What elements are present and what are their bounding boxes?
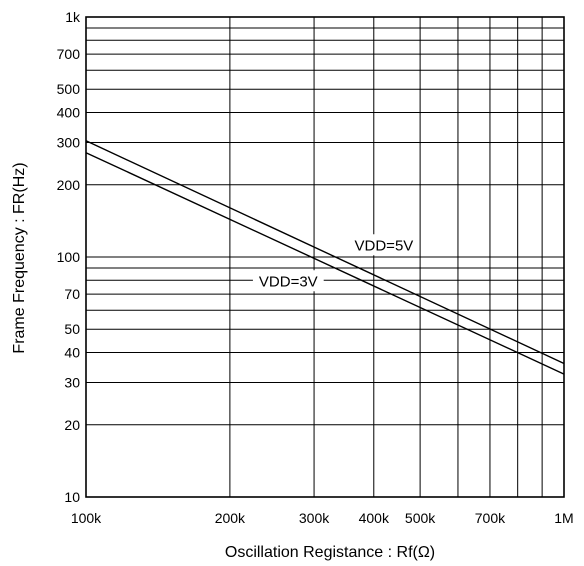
y-tick-label: 10 [64,489,80,505]
x-tick-label: 200k [215,510,246,526]
series-line-vdd-3v [85,152,565,375]
y-tick-label: 500 [57,81,81,97]
y-tick-label: 100 [57,249,81,265]
y-tick-label: 40 [64,345,80,361]
plot-frame [85,16,565,498]
tick-label-layer: 100k 200k 300k 400k 500k 700k 1M 10 20 30 40 50 70 10… [57,9,574,526]
y-tick-label: 400 [57,105,81,121]
series-layer [85,140,565,375]
y-tick-label: 50 [64,321,80,337]
y-tick-label: 70 [64,286,80,302]
y-tick-label: 700 [57,46,81,62]
grid-layer [85,17,565,497]
x-tick-label: 500k [405,510,436,526]
x-tick-label: 400k [359,510,390,526]
x-tick-label: 700k [475,510,506,526]
series-label-background [348,234,420,256]
series-label-background [252,270,324,292]
x-tick-label: 1M [554,510,573,526]
y-tick-label: 1k [65,9,81,25]
series-label-vdd-3v: VDD=3V [259,273,318,290]
y-axis-label: Frame Frequency : FR(Hz) [11,162,28,353]
x-tick-label: 300k [299,510,330,526]
x-axis-label: Oscillation Registance : Rf(Ω) [225,544,435,561]
y-tick-label: 200 [57,177,81,193]
series-line-vdd-5v [85,140,565,365]
y-tick-label: 20 [64,417,80,433]
series-label-layer: VDD=5V VDD=3V [252,234,420,292]
x-tick-label: 100k [71,510,102,526]
y-tick-label: 300 [57,134,81,150]
y-tick-label: 30 [64,374,80,390]
series-label-vdd-5v: VDD=5V [355,237,414,254]
